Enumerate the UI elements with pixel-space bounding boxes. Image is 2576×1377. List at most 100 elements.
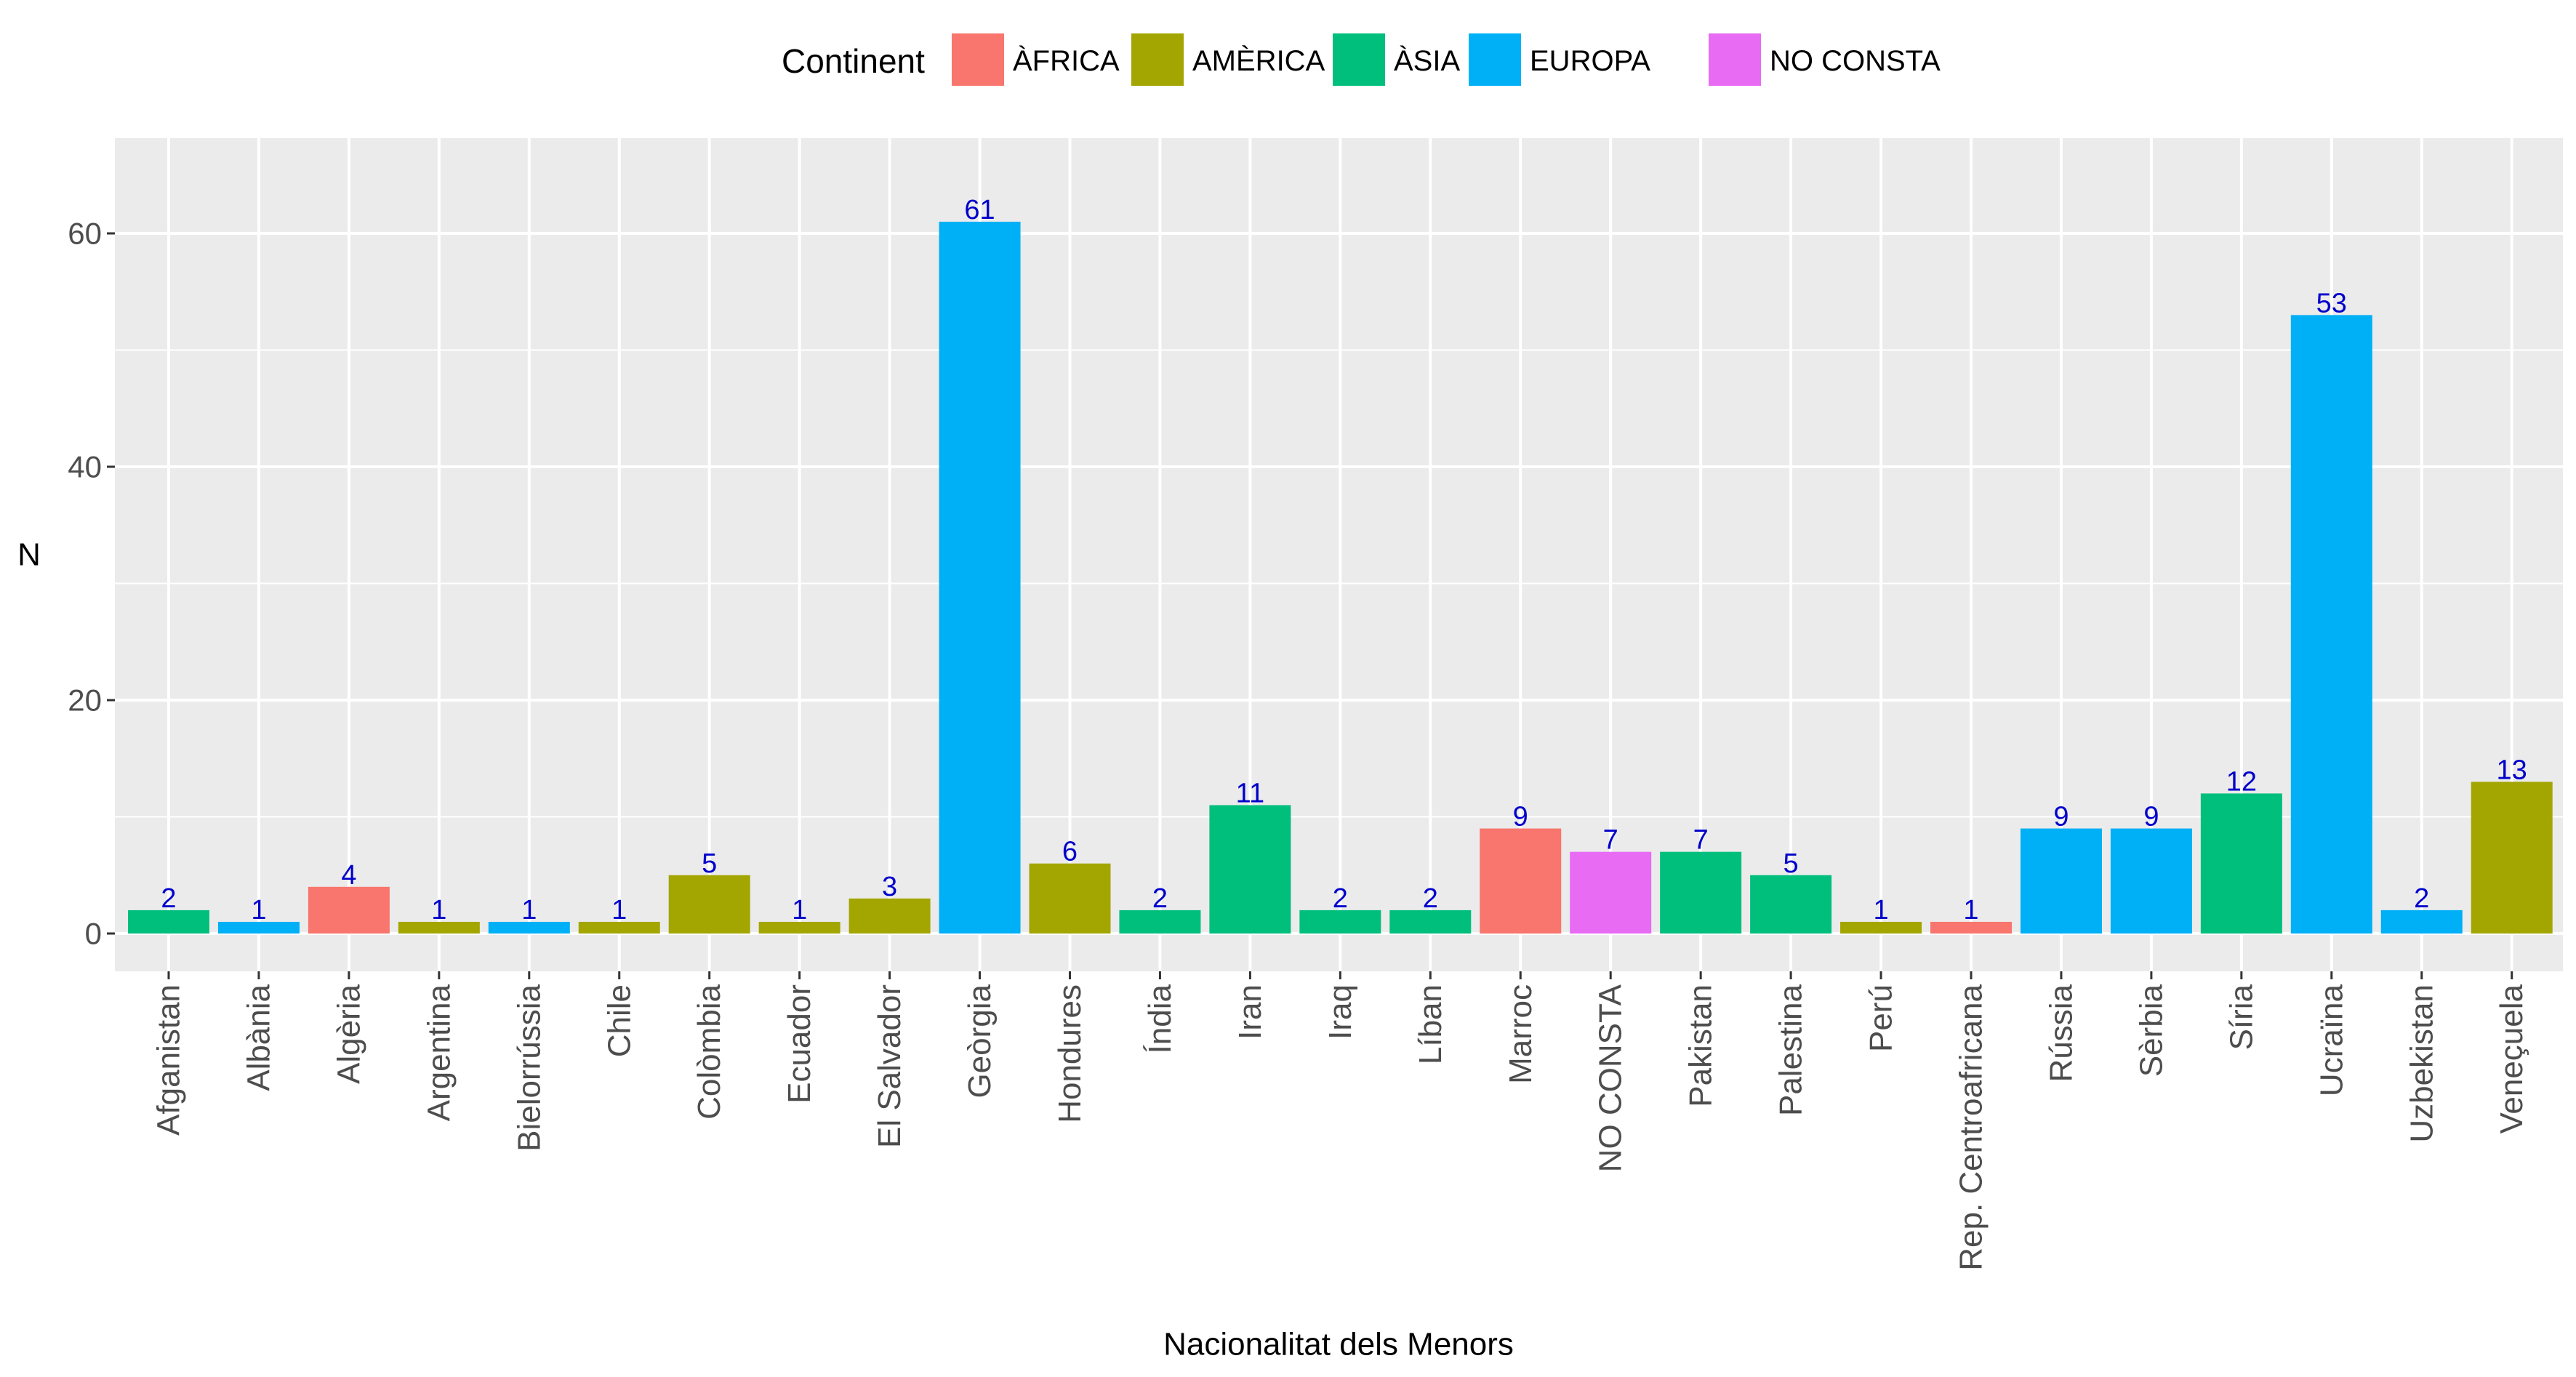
bar-liban <box>1389 910 1472 934</box>
bar-uzbekistan <box>2380 910 2463 934</box>
legend-label-asia: ÀSIA <box>1394 44 1460 77</box>
bar-colombia <box>668 875 750 934</box>
bar-argentina <box>398 921 480 934</box>
bar-label-russia: 9 <box>2053 802 2069 832</box>
bar-serbia <box>2110 828 2192 934</box>
bar-label-afganistan: 2 <box>161 883 176 914</box>
y-tick-label: 40 <box>68 450 102 484</box>
y-tick-label: 0 <box>85 917 102 951</box>
y-axis: 0 20 40 60 <box>68 217 115 951</box>
bar-afganistan <box>128 910 209 934</box>
legend-key-europa <box>1469 33 1521 86</box>
bar-label-rep-centroafricana: 1 <box>1963 895 1978 926</box>
legend: Continent ÀFRICA AMÈRICA ÀSIA EUROPA NO CONS… <box>782 33 1941 86</box>
bar-label-uzbekistan: 2 <box>2414 883 2429 914</box>
bar-algeria <box>308 886 390 934</box>
x-axis: Afganistan Albània Algèria Argentina Bielorr… <box>151 971 2529 1271</box>
bar-label-argentina: 1 <box>431 895 446 926</box>
y-tick-label: 20 <box>68 683 102 718</box>
bar-label-iran: 11 <box>1236 778 1264 808</box>
x-tick-label-iraq: Iraq <box>1323 984 1358 1040</box>
bar-ecuador <box>758 921 840 934</box>
y-axis-title: N <box>17 537 41 573</box>
bar-palestina <box>1750 875 1832 934</box>
x-axis-title: Nacionalitat dels Menors <box>1163 1327 1514 1362</box>
bar-label-ucraina: 53 <box>2316 288 2347 318</box>
y-tick-label: 60 <box>68 217 102 251</box>
bar-india <box>1119 910 1201 934</box>
bar-label-siria: 12 <box>2226 766 2257 797</box>
x-tick-label-venecuela: Veneçuela <box>2494 984 2529 1133</box>
bar-russia <box>2020 828 2102 934</box>
x-tick-label-rep-centroafricana: Rep. Centroafricana <box>1954 984 1989 1270</box>
x-tick-label-georgia: Geòrgia <box>962 984 998 1098</box>
bar-georgia <box>939 221 1021 934</box>
x-tick-label-argentina: Argentina <box>421 984 457 1121</box>
bar-label-no-consta: 7 <box>1603 825 1618 856</box>
bar-label-peru: 1 <box>1873 895 1888 926</box>
x-tick-label-liban: Líban <box>1413 984 1448 1064</box>
bar-ucraina <box>2290 315 2372 934</box>
x-tick-label-pakistan: Pakistan <box>1683 984 1719 1107</box>
legend-label-america: AMÈRICA <box>1192 44 1325 77</box>
bar-label-marroc: 9 <box>1513 802 1528 832</box>
x-tick-label-bielorrussia: Bielorrússia <box>511 984 547 1151</box>
legend-title: Continent <box>782 42 925 80</box>
bar-marroc <box>1480 828 1562 934</box>
x-tick-label-chile: Chile <box>601 984 637 1057</box>
x-tick-label-uzbekistan: Uzbekistan <box>2404 984 2439 1143</box>
bar-label-serbia: 9 <box>2143 802 2159 832</box>
bar-chile <box>578 921 660 934</box>
legend-label-no-consta: NO CONSTA <box>1770 45 1941 77</box>
bar-label-pakistan: 7 <box>1693 825 1709 856</box>
x-tick-label-algeria: Algèria <box>331 984 366 1083</box>
x-tick-label-hondures: Hondures <box>1052 984 1088 1123</box>
bar-iraq <box>1299 910 1381 934</box>
bar-label-iraq: 2 <box>1333 883 1348 914</box>
x-tick-label-marroc: Marroc <box>1503 984 1538 1084</box>
bar-venecuela <box>2471 782 2553 934</box>
x-tick-label-no-consta: NO CONSTA <box>1593 984 1629 1172</box>
bar-no-consta <box>1570 851 1652 934</box>
bar-albania <box>217 921 300 934</box>
x-tick-label-colombia: Colòmbia <box>691 984 727 1119</box>
legend-key-africa <box>952 33 1004 86</box>
x-tick-label-afganistan: Afganistan <box>151 984 187 1136</box>
x-tick-label-el-salvador: El Salvador <box>872 984 907 1148</box>
bar-el-salvador <box>848 898 931 934</box>
x-tick-label-ucraina: Ucraïna <box>2314 984 2349 1096</box>
bar-label-el-salvador: 3 <box>882 872 897 902</box>
bar-pakistan <box>1660 851 1742 934</box>
legend-label-africa: ÀFRICA <box>1013 44 1120 77</box>
legend-key-no-consta <box>1709 33 1761 86</box>
x-tick-label-peru: Perú <box>1863 984 1899 1052</box>
bar-hondures <box>1029 863 1111 934</box>
x-tick-label-ecuador: Ecuador <box>782 984 817 1104</box>
bar-label-liban: 2 <box>1423 883 1438 914</box>
bar-label-india: 2 <box>1152 883 1168 914</box>
bar-label-palestina: 5 <box>1783 848 1799 879</box>
x-tick-label-siria: Síria <box>2223 984 2259 1050</box>
x-tick-label-india: Índia <box>1142 984 1178 1053</box>
x-tick-label-palestina: Palestina <box>1773 984 1809 1116</box>
bar-label-albania: 1 <box>251 895 266 926</box>
legend-label-europa: EUROPA <box>1530 45 1650 77</box>
bar-iran <box>1209 805 1291 934</box>
bar-label-georgia: 61 <box>964 195 995 225</box>
legend-key-asia <box>1333 33 1385 86</box>
bar-label-chile: 1 <box>611 895 627 926</box>
bar-label-algeria: 4 <box>341 860 356 891</box>
bar-label-hondures: 6 <box>1062 837 1078 867</box>
bar-peru <box>1840 921 1922 934</box>
x-tick-label-russia: Rússia <box>2043 984 2079 1082</box>
bar-label-ecuador: 1 <box>792 895 807 926</box>
bar-label-bielorrussia: 1 <box>521 895 537 926</box>
bar-label-venecuela: 13 <box>2497 755 2527 785</box>
bar-label-colombia: 5 <box>702 848 717 879</box>
bar-siria <box>2200 793 2282 934</box>
bars <box>128 221 2553 934</box>
legend-key-america <box>1131 33 1184 86</box>
